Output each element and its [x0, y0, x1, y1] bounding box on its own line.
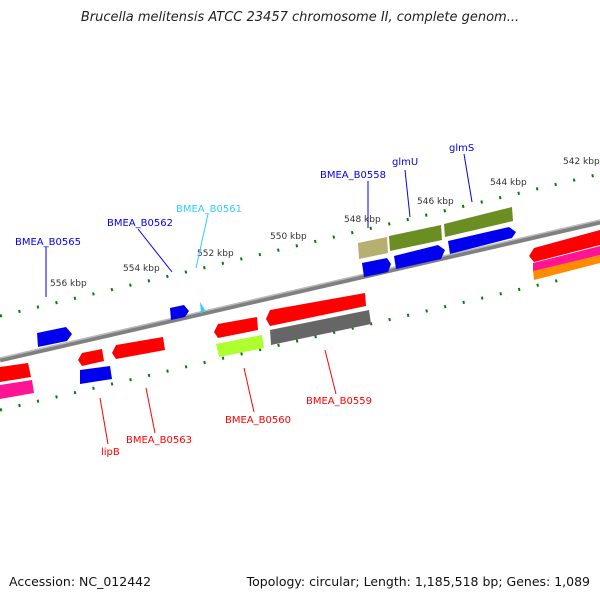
tick-label: 550 kbp — [270, 232, 307, 242]
map-title: Brucella melitensis ATCC 23457 chromosom… — [80, 10, 520, 25]
feature-glmU[interactable] — [394, 245, 445, 269]
tick-label: 552 kbp — [197, 249, 234, 259]
accession-label: Accession: NC_012442 — [9, 574, 152, 589]
gene-label[interactable]: BMEA_B0562 — [107, 218, 173, 229]
tick-label: 544 kbp — [490, 178, 527, 188]
tick-label: 542 kbp — [563, 157, 600, 167]
feature-red-left[interactable] — [0, 363, 31, 382]
feature-blue-lower[interactable] — [80, 366, 112, 384]
feature-tan[interactable] — [358, 237, 388, 259]
gene-label[interactable]: glmS — [449, 143, 474, 154]
gene-label[interactable]: BMEA_B0559 — [306, 396, 372, 407]
feature-BMEA_B0560[interactable] — [216, 335, 264, 357]
genome-summary: Topology: circular; Length: 1,185,518 bp… — [246, 574, 590, 589]
feature-red-mid[interactable] — [214, 317, 258, 338]
feature-BMEA_B0563[interactable] — [112, 337, 165, 359]
feature-BMEA_B0559[interactable] — [270, 310, 371, 345]
inner-tick-ring — [0, 278, 561, 412]
feature-red-long[interactable] — [266, 293, 366, 326]
feature-glmS-olive[interactable] — [444, 207, 513, 237]
gene-label[interactable]: lipB — [101, 447, 120, 458]
feature-glmU-olive[interactable] — [389, 225, 442, 251]
feature-magenta-left[interactable] — [0, 380, 34, 399]
feature-BMEA_B0561[interactable] — [200, 302, 205, 314]
gene-label[interactable]: glmU — [392, 157, 418, 168]
gene-label[interactable]: BMEA_B0560 — [225, 415, 291, 426]
feature-BMEA_B0565[interactable] — [37, 327, 72, 347]
backbone — [0, 219, 600, 363]
gene-label[interactable]: BMEA_B0563 — [126, 435, 192, 446]
feature-lipB[interactable] — [78, 349, 104, 366]
gene-label[interactable]: BMEA_B0561 — [176, 204, 242, 215]
tick-label: 546 kbp — [417, 197, 454, 207]
feature-BMEA_B0558[interactable] — [362, 258, 391, 277]
feature-magenta-right[interactable] — [533, 246, 600, 272]
gene-label[interactable]: BMEA_B0565 — [15, 237, 81, 248]
backbone-highlight — [0, 219, 600, 359]
tick-label: 548 kbp — [344, 215, 381, 225]
tick-label: 556 kbp — [50, 279, 87, 289]
gene-label[interactable]: BMEA_B0558 — [320, 170, 386, 181]
feature-orange-right[interactable] — [533, 255, 600, 280]
feature-red-right[interactable] — [529, 230, 600, 262]
feature-BMEA_B0562[interactable] — [170, 305, 189, 320]
tick-label: 554 kbp — [123, 264, 160, 274]
feature-glmS[interactable] — [448, 227, 516, 254]
reverse-label-lines — [99, 349, 337, 445]
label-line-BMEA_B0561 — [195, 213, 209, 269]
forward-label-lines — [45, 153, 473, 297]
